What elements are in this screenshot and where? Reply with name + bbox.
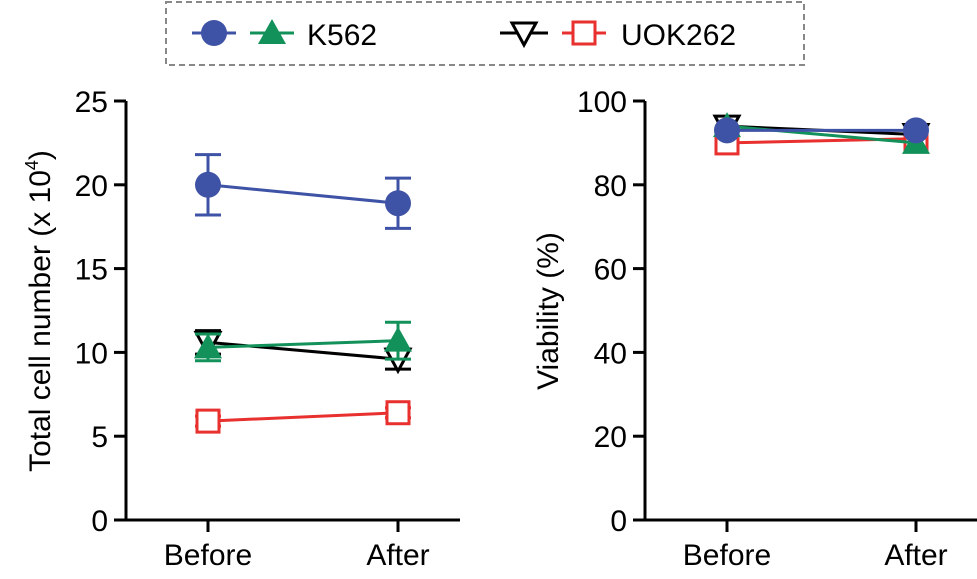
viability-y-tick-label: 40 — [594, 337, 627, 370]
cell-number-series-black-series — [193, 329, 413, 375]
viability-y-tick-label: 80 — [594, 170, 627, 203]
cell-number-series-line — [207, 339, 399, 349]
viability-y-tick-label: 100 — [577, 86, 627, 119]
viability-panel: Viability (%) 0 20 40 60 80 100 Before After — [532, 86, 977, 572]
viability-data-point — [903, 117, 929, 144]
cell-number-y-axis-title: Total cell number (x 104) — [22, 150, 57, 472]
viability-data-point — [714, 117, 740, 144]
cell-number-series-line — [207, 183, 399, 205]
viability-y-tick-label: 0 — [610, 505, 627, 538]
cell-number-series-blue-series — [195, 153, 411, 230]
cell-number-data-point — [385, 190, 411, 217]
viability-series-blue-series — [714, 117, 929, 144]
cell-number-data-point — [385, 400, 411, 426]
cell-number-y-tick-label: 0 — [91, 505, 108, 538]
cell-number-panel: Total cell number (x 104) 0 5 10 15 20 25 Befo… — [22, 86, 460, 572]
cell-number-data-point — [195, 171, 221, 198]
cell-number-y-tick-label: 15 — [75, 254, 108, 287]
cell-number-y-tick-label: 10 — [75, 337, 108, 370]
cell-number-data-point — [384, 326, 412, 352]
legend: K562 UOK262 — [165, 1, 805, 66]
viability-y-tick-label: 20 — [594, 421, 627, 454]
cell-number-x-tick-label: Before — [164, 539, 252, 572]
legend-marker-black-series — [509, 21, 539, 49]
viability-y-axis-title: Viability (%) — [532, 232, 565, 390]
cell-number-data-point — [195, 408, 221, 434]
cell-number-y-tick-label: 25 — [75, 86, 108, 119]
legend-frame — [165, 1, 805, 66]
cell-number-series-green-series — [194, 320, 412, 363]
cell-number-data-point — [194, 333, 222, 359]
cell-number-series-red-series — [195, 400, 411, 434]
legend-swatches — [192, 19, 606, 49]
cell-number-y-tick-label: 5 — [91, 421, 108, 454]
cell-number-series-line — [207, 411, 399, 423]
cell-number-y-axis-title-main: Total cell number (x 10 — [24, 170, 57, 472]
cell-number-y-axis-title-exponent: 4 — [22, 160, 42, 170]
cell-number-y-tick-label: 20 — [75, 170, 108, 203]
legend-marker-green-series — [258, 19, 286, 44]
legend-entry-uok262: UOK262 — [621, 19, 736, 52]
legend-marker-red-series — [571, 20, 597, 46]
viability-x-tick-label: After — [884, 539, 947, 572]
legend-marker-blue-series — [201, 20, 227, 46]
viability-y-tick-label: 60 — [594, 254, 627, 287]
viability-x-tick-label: Before — [683, 539, 771, 572]
cell-number-x-tick-label: After — [366, 539, 429, 572]
cell-number-y-axis-title-suffix: ) — [24, 150, 57, 160]
legend-entry-k562: K562 — [307, 19, 377, 52]
